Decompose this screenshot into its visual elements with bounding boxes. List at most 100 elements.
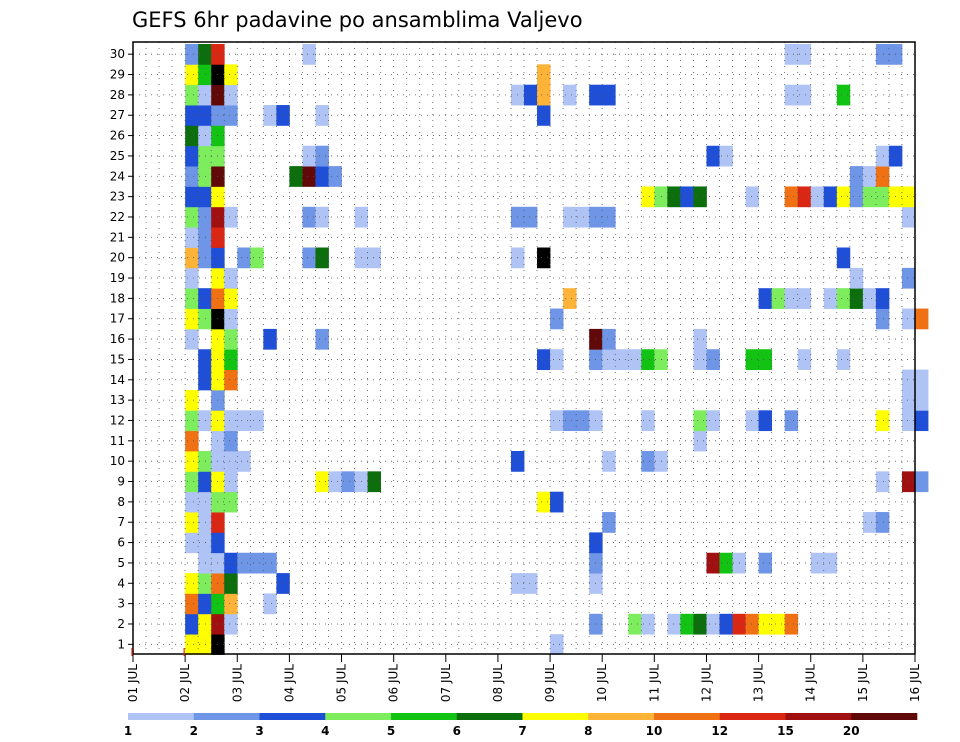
heatmap-cell [797,84,812,106]
heatmap-cell [875,308,890,330]
heatmap-cell [628,613,642,635]
heatmap-cell [784,186,799,208]
heatmap-cell [198,186,212,208]
heatmap-cell [224,84,238,106]
y-tick-label: 29 [110,68,125,82]
x-tick-label: 02 JUL [178,664,192,702]
y-tick-label: 22 [110,210,125,224]
heatmap-cell [224,349,238,370]
heatmap-cell [250,247,264,269]
heatmap-cell [185,410,199,432]
heatmap-cell [641,451,655,472]
heatmap-cell [237,451,251,472]
x-tick-label: 09 JUL [543,664,557,702]
heatmap-cell [563,288,577,309]
heatmap-cell [849,166,864,187]
heatmap-cell [315,166,329,187]
legend-label: 3 [255,724,263,738]
legend-swatch [785,713,852,720]
heatmap-cell [915,410,929,432]
heatmap-cell [224,593,238,615]
x-tick-label: 16 JUL [908,664,922,702]
heatmap-cell [250,552,264,574]
heatmap-cell [263,328,277,350]
heatmap-cell [602,349,616,370]
heatmap-cell [797,288,812,309]
x-tick-label: 12 JUL [699,664,713,702]
y-tick-label: 1 [117,637,125,651]
heatmap-cell [289,166,303,187]
chart-title: GEFS 6hr padavine po ansamblima Valjevo [132,8,583,32]
heatmap-cell [198,308,212,330]
heatmap-cell [641,613,655,635]
heatmap-cell [758,552,773,574]
heatmap-cell [198,573,212,594]
heatmap-cell [823,288,838,309]
heatmap-cell [915,389,929,411]
heatmap-cell [198,206,212,228]
heatmap-cell [771,613,786,635]
legend-swatch [654,713,721,720]
legend-label: 12 [711,724,728,738]
heatmap-cell [315,206,329,228]
heatmap-cell [537,349,551,370]
heatmap-cell [915,369,929,391]
heatmap-cell [537,84,551,106]
legend-swatch [259,713,326,720]
heatmap-cell [198,44,212,65]
heatmap-cell [550,410,564,432]
heatmap-cell [185,206,199,228]
heatmap-cell [706,410,720,432]
heatmap-cell [680,186,694,208]
heatmap-cell [758,410,773,432]
heatmap-cell [862,288,877,309]
x-tick-label: 11 JUL [647,664,661,702]
heatmap-cell [550,634,564,655]
heatmap-cell [185,186,199,208]
legend-label: 7 [518,724,526,738]
heatmap-cell [862,186,877,208]
heatmap-cell [719,613,733,635]
heatmap-cell [915,308,929,330]
grid-lines [132,42,916,654]
heatmap-cell [524,206,538,228]
legend-swatch [456,713,523,720]
y-tick-label: 28 [110,88,125,102]
heatmap-cell [706,349,720,370]
legend-swatch [391,713,458,720]
heatmap-cell [823,552,838,574]
heatmap-cell [745,349,759,370]
legend-label: 8 [584,724,592,738]
legend-label: 15 [777,724,794,738]
heatmap-cell [641,410,655,432]
x-tick-label: 07 JUL [439,664,453,702]
heatmap-cell [693,430,707,452]
heatmap-cell [797,186,812,208]
heatmap-cell [185,491,199,513]
heatmap-cell [901,267,916,289]
legend-swatch [522,713,589,720]
y-tick-label: 4 [117,576,125,590]
heatmap-cell [185,532,199,554]
heatmap-cell [185,512,199,533]
heatmap-cell [198,634,212,655]
heatmap-cell [198,451,212,472]
heatmap-cell [745,186,759,208]
heatmap-cell [315,247,329,269]
heatmap-cell [901,369,916,391]
heatmap-cell [875,186,890,208]
heatmap-cell [576,206,590,228]
heatmap-cell [315,145,329,167]
heatmap-cell [185,613,199,635]
legend-swatch [719,713,786,720]
y-tick-label: 5 [117,556,125,570]
heatmap-cell [875,471,890,493]
heatmap-cell [367,471,382,493]
heatmap-cell [524,573,538,594]
heatmap-cell [758,288,773,309]
heatmap-cell [185,573,199,594]
y-tick-label: 30 [110,47,125,61]
heatmap-cell [524,84,538,106]
y-tick-label: 20 [110,251,125,265]
heatmap-cell [901,186,916,208]
